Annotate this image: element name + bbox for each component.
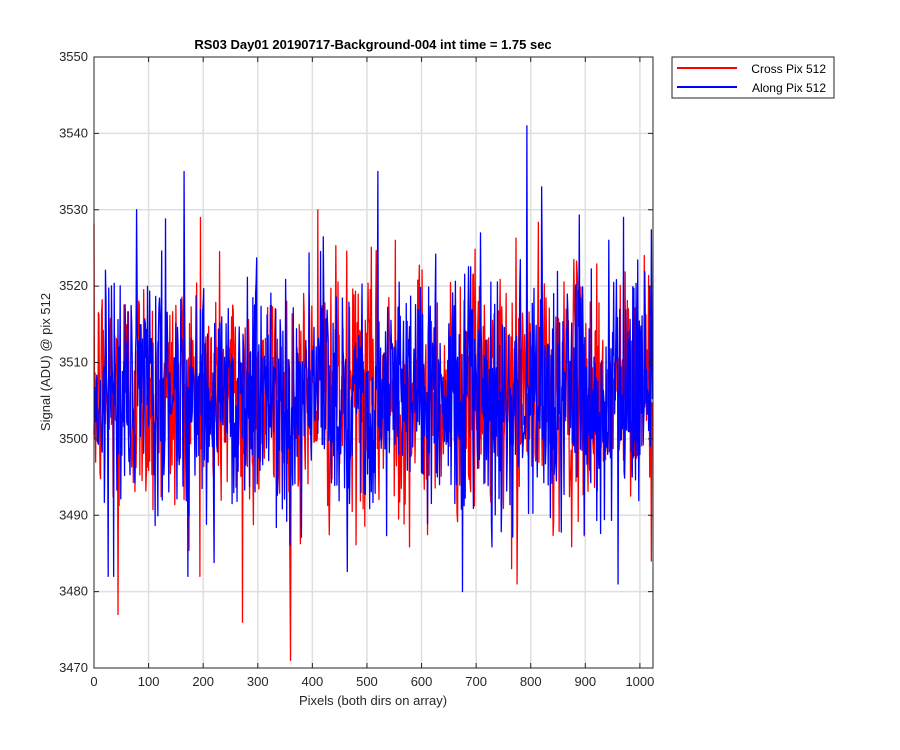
y-tick-label: 3500 [59,431,88,446]
x-tick-label: 300 [247,674,269,689]
legend-label-along: Along Pix 512 [752,81,826,95]
x-tick-label: 700 [465,674,487,689]
y-tick-label: 3540 [59,125,88,140]
x-tick-label: 900 [574,674,596,689]
y-axis-label: Signal (ADU) @ pix 512 [38,293,53,431]
series-layer [93,125,654,662]
x-tick-label: 1000 [625,674,654,689]
x-axis-label: Pixels (both dirs on array) [299,693,447,708]
y-tick-label: 3490 [59,507,88,522]
x-tick-label: 500 [356,674,378,689]
y-tick-label: 3520 [59,278,88,293]
chart-title: RS03 Day01 20190717-Background-004 int t… [194,37,551,52]
legend-label-cross: Cross Pix 512 [751,62,826,76]
x-tick-label: 200 [192,674,214,689]
y-tick-label: 3550 [59,49,88,64]
legend: Cross Pix 512 Along Pix 512 [671,56,835,99]
x-tick-label: 0 [90,674,97,689]
y-tick-label: 3530 [59,202,88,217]
x-tick-label: 100 [138,674,160,689]
x-tick-label: 800 [520,674,542,689]
y-tick-label: 3470 [59,660,88,675]
y-tick-label: 3510 [59,355,88,370]
x-tick-label: 400 [302,674,324,689]
ticks: 0 100 200 300 400 500 600 700 800 900 1000 3470 3480… [59,49,654,689]
legend-box [671,56,835,99]
y-tick-label: 3480 [59,584,88,599]
x-tick-label: 600 [411,674,433,689]
series-line-1 [93,125,654,593]
